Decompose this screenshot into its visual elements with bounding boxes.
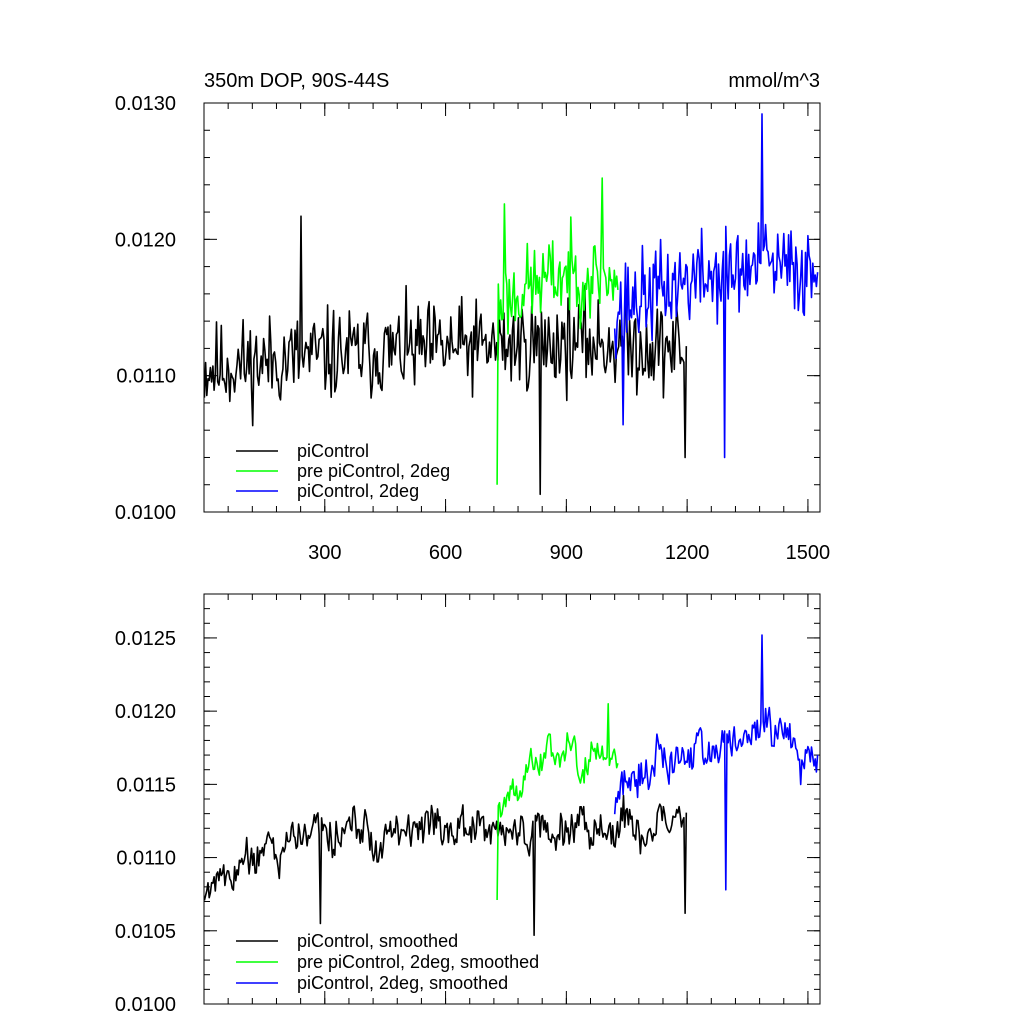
x-tick-label: 1500 [786,542,831,564]
x-tick-label: 1200 [665,542,710,564]
series-line-picontrol-2deg-smoothed [613,634,819,891]
y-tick-label: 0.0100 [115,502,176,524]
y-tick-label: 0.0110 [116,848,176,870]
top-title-left: 350m DOP, 90S-44S [204,70,389,92]
y-tick-label: 0.0130 [115,93,176,115]
bottom-panel: 0.0100 0.0105 0.0110 0.0115 0.0120 0.0125 piC… [115,593,821,1016]
series-line-picontrol-2deg [613,113,819,459]
y-tick-label: 0.0120 [115,229,176,251]
series-line-pre-picontrol-2deg-smoothed [496,702,619,901]
y-tick-label: 0.0125 [115,628,176,650]
y-tick-label: 0.0110 [116,366,176,388]
legend-label: pre piControl, 2deg, smoothed [297,952,539,972]
y-tick-label: 0.0105 [115,921,176,943]
x-tick-label: 300 [308,542,341,564]
legend-label: piControl, 2deg [297,481,419,501]
series-line-picontrol [203,215,688,496]
series-line-picontrol-smoothed [203,794,688,937]
legend-label: pre piControl, 2deg [297,461,450,481]
bottom-series [203,634,819,937]
series-line-pre-picontrol-2deg [496,177,619,485]
legend-label: piControl, smoothed [297,931,458,951]
x-tick-label: 900 [550,542,583,564]
legend-label: piControl [297,441,369,461]
top-title-units: mmol/m^3 [728,70,820,92]
y-tick-label: 0.0100 [115,994,176,1016]
y-tick-label: 0.0115 [116,774,176,796]
legend-label: piControl, 2deg, smoothed [297,973,508,993]
y-tick-label: 0.0120 [115,701,176,723]
x-tick-label: 600 [429,542,462,564]
top-ticks: 0.0100 0.0110 0.0120 0.0130 300 600 900 1200 150… [115,93,830,564]
top-frame [203,102,821,513]
bottom-frame [203,593,821,1005]
top-panel: 350m DOP, 90S-44S mmol/m^3 0.01000.01100… [115,70,830,564]
top-series [203,113,819,496]
